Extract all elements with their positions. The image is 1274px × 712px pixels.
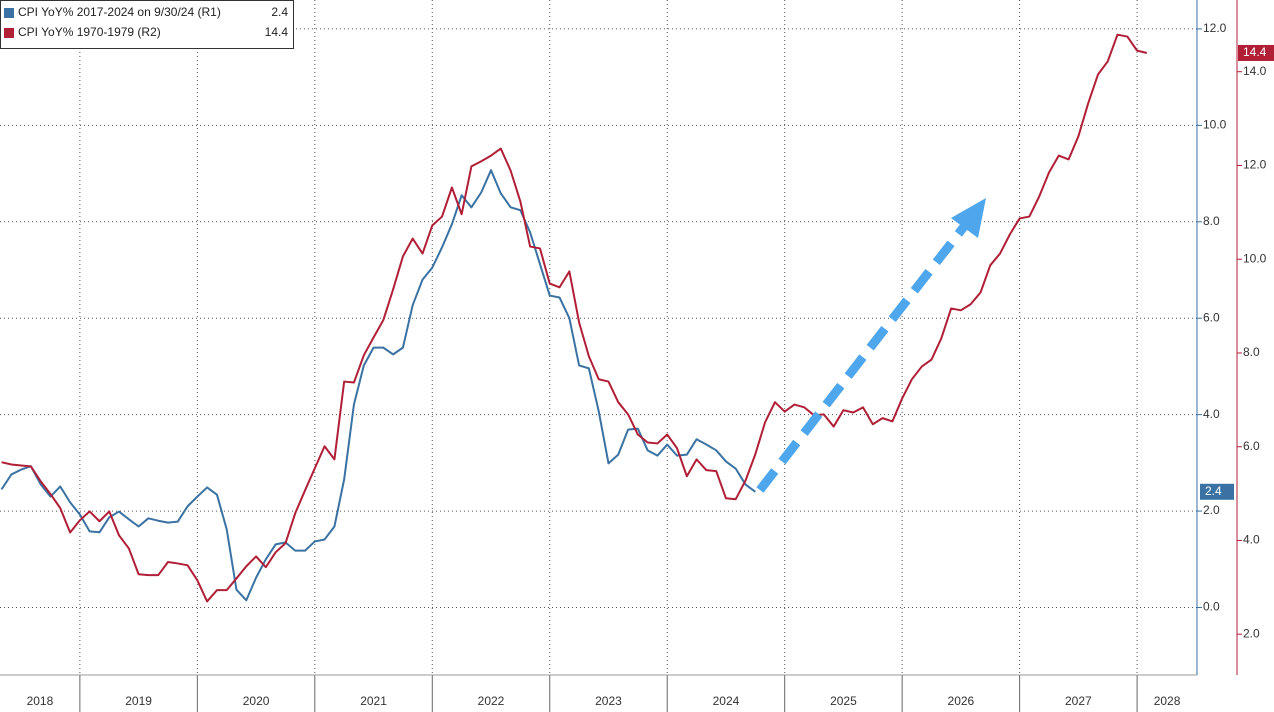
last-value-tag [1200, 483, 1234, 500]
y-tick-label: 0.0 [1203, 600, 1220, 614]
y-tick-label: 6.0 [1203, 310, 1220, 324]
x-tick-label: 2020 [243, 694, 270, 708]
arrow-shaft [756, 221, 970, 493]
y2-tick-label: 6.0 [1243, 439, 1260, 453]
y2-tick-label: 10.0 [1243, 251, 1267, 265]
last-value-label: 2.4 [1205, 484, 1222, 498]
legend-swatch [4, 28, 14, 38]
trend-arrow [756, 198, 986, 493]
series-line [0, 169, 756, 602]
x-tick-label: 2019 [125, 694, 152, 708]
x-tick-label: 2023 [595, 694, 622, 708]
y2-tick-label: 4.0 [1243, 533, 1260, 547]
legend-label: CPI YoY% 1970-1979 (R2) [18, 25, 161, 39]
y2-tick-label: 12.0 [1243, 158, 1267, 172]
arrow-head [951, 198, 986, 238]
y-tick-label: 8.0 [1203, 214, 1220, 228]
y-tick-label: 2.0 [1203, 503, 1220, 517]
y2-tick-label: 14.0 [1243, 64, 1267, 78]
y2-tick-label: 8.0 [1243, 345, 1260, 359]
legend-value: 2.4 [271, 5, 288, 19]
x-tick-label: 2022 [478, 694, 505, 708]
y2-tick-label: 2.0 [1243, 626, 1260, 640]
y-tick-label: 12.0 [1203, 21, 1227, 35]
y-tick-label: 10.0 [1203, 118, 1227, 132]
legend-swatch [4, 8, 14, 18]
x-tick-label: 2018 [27, 694, 54, 708]
y-tick-label: 4.0 [1203, 407, 1220, 421]
x-tick-label: 2021 [360, 694, 387, 708]
x-tick-label: 2026 [948, 694, 975, 708]
lines [0, 33, 1148, 603]
legend-label: CPI YoY% 2017-2024 on 9/30/24 (R1) [18, 5, 221, 19]
last-value-label: 14.4 [1243, 45, 1267, 59]
legend-value: 14.4 [265, 25, 289, 39]
legend: CPI YoY% 2017-2024 on 9/30/24 (R1) 2.4 CPI… [0, 0, 294, 49]
grid [0, 0, 1197, 675]
legend-box [0, 0, 294, 49]
last-value-tag [1238, 44, 1274, 61]
series-line [1, 33, 1148, 603]
x-tick-label: 2025 [830, 694, 857, 708]
x-tick-label: 2024 [713, 694, 740, 708]
x-tick-label: 2027 [1065, 694, 1092, 708]
x-tick-label: 2028 [1154, 694, 1181, 708]
